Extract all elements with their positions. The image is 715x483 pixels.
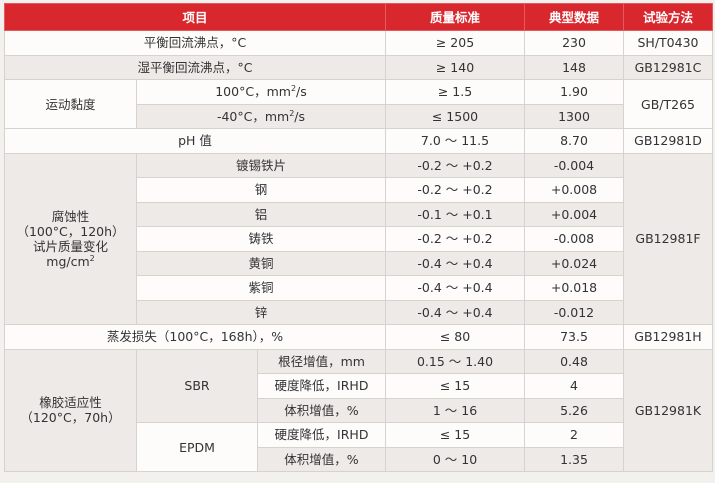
typical-cell: 5.26: [524, 397, 624, 423]
method-cell: GB12981K: [623, 348, 713, 472]
method-cell: GB/T265: [623, 79, 713, 129]
typical-cell: 1.35: [524, 446, 624, 472]
typical-cell: -0.012: [524, 299, 624, 325]
table-row: 铝 -0.1 ～ +0.1 +0.004: [5, 201, 713, 227]
typical-cell: 73.5: [524, 324, 624, 350]
standard-cell: ≤ 80: [385, 324, 525, 350]
table-row: 硬度降低，IRHD ≤ 15 4: [5, 373, 713, 399]
standard-cell: 1 ～ 16: [385, 397, 525, 423]
table-row: 黄铜 -0.4 ～ +0.4 +0.024: [5, 250, 713, 276]
typical-cell: 2: [524, 422, 624, 448]
item-cell: 硬度降低，IRHD: [257, 373, 386, 399]
item-cell: 黄铜: [136, 250, 386, 276]
item-cell: 镀锡铁片: [136, 152, 386, 178]
standard-cell: -0.1 ～ +0.1: [385, 201, 525, 227]
group-label-corrosion: 腐蚀性 （100°C，120h） 试片质量变化 mg/cm2: [4, 152, 137, 325]
method-cell: GB12981H: [623, 324, 713, 350]
item-cell: 蒸发损失（100°C，168h），%: [4, 324, 386, 350]
typical-cell: 8.70: [524, 128, 624, 154]
standard-cell: 0.15 ～ 1.40: [385, 348, 525, 374]
subgroup-label-sbr: SBR: [136, 348, 258, 423]
typical-cell: 148: [524, 54, 624, 80]
item-cell: 钢: [136, 177, 386, 203]
standard-cell: -0.4 ～ +0.4: [385, 299, 525, 325]
header-row: 项目 质量标准 典型数据 试验方法: [4, 3, 713, 31]
group-label-viscosity: 运动黏度: [4, 79, 137, 129]
table-row: 蒸发损失（100°C，168h），% ≤ 80 73.5 GB12981H: [4, 324, 713, 350]
item-cell: 湿平衡回流沸点，°C: [4, 54, 386, 80]
standard-cell: -0.2 ～ +0.2: [385, 177, 525, 203]
item-cell: 体积增值，%: [257, 446, 386, 472]
standard-cell: -0.2 ～ +0.2: [385, 226, 525, 252]
standard-cell: ≤ 15: [385, 422, 525, 448]
table-row: 铸铁 -0.2 ～ +0.2 -0.008: [5, 226, 713, 252]
standard-cell: 7.0 ～ 11.5: [385, 128, 525, 154]
item-cell: 100°C，mm2/s: [136, 79, 386, 105]
standard-cell: ≥ 205: [385, 30, 525, 56]
item-cell: -40°C，mm2/s: [136, 103, 386, 129]
typical-cell: -0.008: [524, 226, 624, 252]
item-cell: 锌: [136, 299, 386, 325]
method-cell: GB12981D: [623, 128, 713, 154]
standard-cell: ≤ 1500: [385, 103, 525, 129]
typical-cell: +0.018: [524, 275, 624, 301]
table-row: 运动黏度 100°C，mm2/s ≥ 1.5 1.90 GB/T265: [4, 79, 713, 129]
standard-cell: ≥ 1.5: [385, 79, 525, 105]
subgroup-label-epdm: EPDM: [136, 422, 258, 472]
table-row: 湿平衡回流沸点，°C ≥ 140 148 GB12981C: [4, 54, 713, 80]
item-cell: 根径增值，mm: [257, 348, 386, 374]
header-item: 项目: [4, 3, 386, 31]
standard-cell: -0.4 ～ +0.4: [385, 250, 525, 276]
table-row: 平衡回流沸点，°C ≥ 205 230 SH/T0430: [4, 30, 713, 56]
spec-table: 项目 质量标准 典型数据 试验方法 平衡回流沸点，°C ≥ 205 230 SH…: [4, 3, 713, 472]
typical-cell: 1300: [524, 103, 624, 129]
table-row: 体积增值，% 1 ～ 16 5.26: [5, 397, 713, 423]
standard-cell: -0.2 ～ +0.2: [385, 152, 525, 178]
item-cell: 平衡回流沸点，°C: [4, 30, 386, 56]
table-row: 锌 -0.4 ～ +0.4 -0.012: [5, 299, 713, 325]
typical-cell: 0.48: [524, 348, 624, 374]
header-standard: 质量标准: [385, 3, 525, 31]
item-cell: pH 值: [4, 128, 386, 154]
table-row: 体积增值，% 0 ～ 10 1.35: [5, 446, 713, 472]
typical-cell: -0.004: [524, 152, 624, 178]
header-method: 试验方法: [623, 3, 713, 31]
table-row: pH 值 7.0 ～ 11.5 8.70 GB12981D: [4, 128, 713, 154]
item-cell: 体积增值，%: [257, 397, 386, 423]
typical-cell: 4: [524, 373, 624, 399]
header-typical: 典型数据: [524, 3, 624, 31]
standard-cell: ≥ 140: [385, 54, 525, 80]
typical-cell: +0.024: [524, 250, 624, 276]
standard-cell: -0.4 ～ +0.4: [385, 275, 525, 301]
item-cell: 铸铁: [136, 226, 386, 252]
standard-cell: ≤ 15: [385, 373, 525, 399]
item-cell: 硬度降低，IRHD: [257, 422, 386, 448]
group-label-rubber: 橡胶适应性 （120°C，70h）: [4, 348, 137, 472]
table-row: 橡胶适应性 （120°C，70h） SBR 根径增值，mm 0.15 ～ 1.4…: [4, 348, 713, 472]
typical-cell: +0.008: [524, 177, 624, 203]
item-cell: 铝: [136, 201, 386, 227]
table-row: 腐蚀性 （100°C，120h） 试片质量变化 mg/cm2 镀锡铁片 -0.2…: [4, 152, 713, 325]
method-cell: GB12981F: [623, 152, 713, 325]
typical-cell: +0.004: [524, 201, 624, 227]
table-row: 钢 -0.2 ～ +0.2 +0.008: [5, 177, 713, 203]
method-cell: GB12981C: [623, 54, 713, 80]
typical-cell: 1.90: [524, 79, 624, 105]
item-cell: 紫铜: [136, 275, 386, 301]
method-cell: SH/T0430: [623, 30, 713, 56]
typical-cell: 230: [524, 30, 624, 56]
standard-cell: 0 ～ 10: [385, 446, 525, 472]
